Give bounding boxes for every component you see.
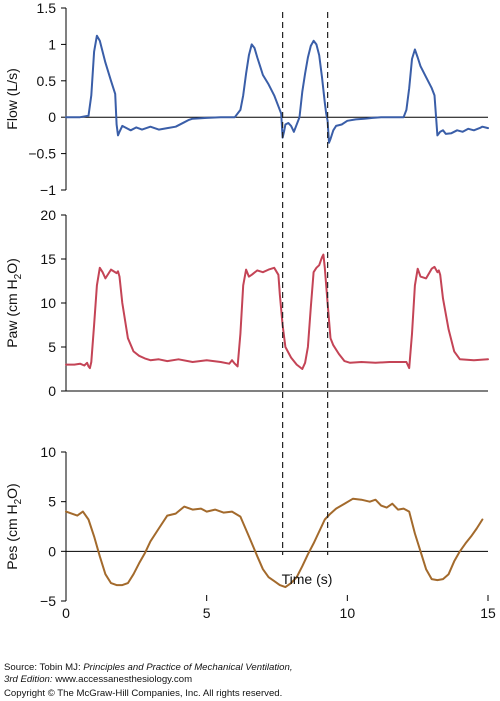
pes-y-tick-label: 10 — [40, 444, 56, 460]
paw-y-tick-label: 20 — [40, 207, 56, 223]
copyright-text: Copyright © The McGraw-Hill Companies, I… — [4, 688, 283, 699]
paw-series-line — [65, 253, 489, 370]
flow-y-tick-label: −0.5 — [28, 146, 56, 162]
paw-y-tick-label: 15 — [40, 251, 56, 267]
respiratory-waveform-chart: 1.5 1 0.5 0 −0.5 −1 Flow (L/s) 20 15 10 5 0 Paw (cm … — [4, 0, 496, 621]
flow-y-tick-label: 0 — [48, 109, 56, 125]
x-tick-label: 10 — [340, 605, 356, 621]
pes-y-axis-label: Pes (cm H2O) — [4, 483, 24, 569]
flow-y-tick-label: 0.5 — [37, 73, 57, 89]
flow-y-tick-label: 1.5 — [37, 0, 57, 16]
event-markers — [282, 12, 329, 555]
paw-y-tick-label: 10 — [40, 295, 56, 311]
x-tick-label: 15 — [480, 605, 496, 621]
copyright-notice: Copyright © The McGraw-Hill Companies, I… — [4, 688, 282, 700]
pes-y-tick-label: 5 — [48, 494, 56, 510]
x-tick-label: 5 — [203, 605, 211, 621]
paw-y-tick-label: 5 — [48, 339, 56, 355]
flow-y-tick-label: −1 — [40, 182, 56, 198]
credit-edition: 3rd Edition: — [4, 674, 53, 685]
flow-y-tick-label: 1 — [48, 36, 56, 52]
flow-series-line — [65, 34, 489, 144]
x-axis: 0 5 10 15 — [62, 595, 496, 621]
edition-credit: 3rd Edition: www.accessanesthesiology.co… — [4, 674, 192, 686]
credit-book-title: Principles and Practice of Mechanical Ve… — [83, 662, 293, 673]
paw-y-axis-label: Paw (cm H2O) — [4, 258, 24, 348]
paw-y-tick-label: 0 — [48, 383, 56, 399]
pes-panel: 10 5 0 −5 Pes (cm H2O) — [4, 444, 488, 609]
chart-panels: 1.5 1 0.5 0 −0.5 −1 Flow (L/s) 20 15 10 5 0 Paw (cm … — [4, 0, 489, 609]
flow-panel: 1.5 1 0.5 0 −0.5 −1 Flow (L/s) — [4, 0, 489, 198]
source-credit: Source: Tobin MJ: Principles and Practic… — [4, 662, 293, 674]
pes-y-tick-label: −5 — [40, 593, 56, 609]
pes-series-line — [65, 497, 484, 589]
x-axis-label: Time (s) — [282, 571, 333, 587]
credit-source-prefix: Source: Tobin MJ: — [4, 662, 84, 673]
flow-y-axis-label: Flow (L/s) — [4, 68, 20, 129]
paw-panel: 20 15 10 5 0 Paw (cm H2O) — [4, 207, 489, 399]
credit-url: www.accessanesthesiology.com — [52, 674, 193, 685]
x-tick-label: 0 — [62, 605, 70, 621]
pes-y-tick-label: 0 — [48, 543, 56, 559]
